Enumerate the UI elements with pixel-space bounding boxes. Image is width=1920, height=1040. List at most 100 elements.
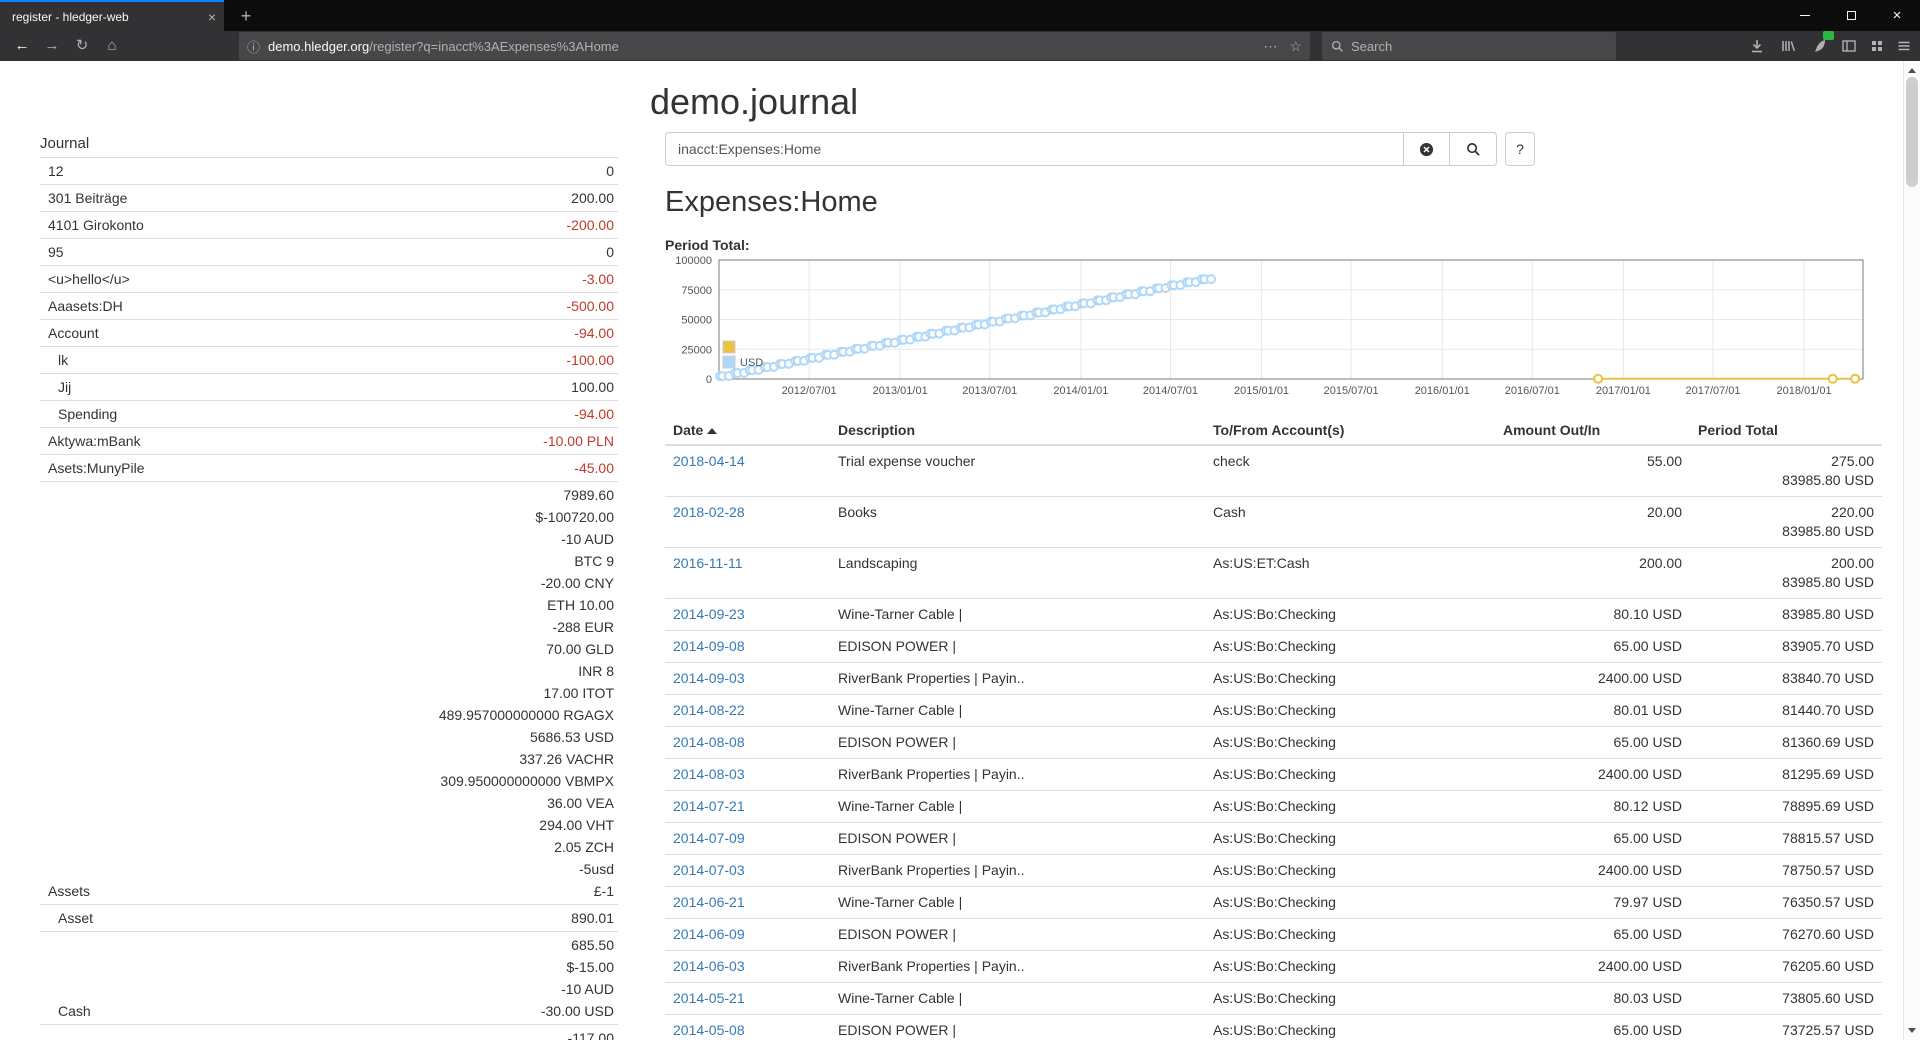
account-name[interactable]: 95 xyxy=(48,244,64,260)
register-row[interactable]: 2016-11-11 Landscaping As:US:ET:Cash 200… xyxy=(665,547,1882,599)
column-header-account[interactable]: To/From Account(s) xyxy=(1205,416,1495,446)
sidebar-account-row[interactable]: Account -94.00 xyxy=(40,319,618,346)
scroll-down-icon[interactable] xyxy=(1908,1028,1916,1033)
back-button[interactable]: ← xyxy=(9,34,35,58)
query-input[interactable] xyxy=(665,132,1404,166)
register-row[interactable]: 2014-08-22 Wine-Tarner Cable | As:US:Bo:… xyxy=(665,694,1882,727)
register-row[interactable]: 2018-04-14 Trial expense voucher check 5… xyxy=(665,444,1882,497)
library-button[interactable] xyxy=(1776,34,1800,58)
register-row[interactable]: 2014-05-08 EDISON POWER | As:US:Bo:Check… xyxy=(665,1014,1882,1040)
sidebar-account-row[interactable]: <u>hello</u> -3.00 xyxy=(40,265,618,292)
clear-query-button[interactable] xyxy=(1404,132,1450,166)
sidebar-account-row[interactable]: 95 0 xyxy=(40,238,618,265)
bookmark-star-icon[interactable]: ☆ xyxy=(1289,37,1302,54)
help-button[interactable]: ? xyxy=(1505,132,1535,166)
site-info-icon[interactable]: ⓘ xyxy=(247,39,261,55)
submit-search-button[interactable] xyxy=(1450,132,1497,166)
close-button[interactable]: × xyxy=(1874,0,1920,31)
account-name[interactable]: Asset xyxy=(58,910,94,926)
sidebar-account-row[interactable]: Asset 890.01 xyxy=(40,904,618,931)
sidebar-account-row[interactable]: 12 0 xyxy=(40,157,618,184)
browser-tab[interactable]: register - hledger-web × xyxy=(0,0,224,31)
account-name[interactable]: 12 xyxy=(48,163,64,179)
account-name[interactable]: Jij xyxy=(58,379,72,395)
register-row[interactable]: 2014-09-23 Wine-Tarner Cable | As:US:Bo:… xyxy=(665,598,1882,631)
sidebar-account-row[interactable]: -117.00 xyxy=(40,1024,618,1040)
account-name[interactable]: <u>hello</u> xyxy=(48,271,130,287)
register-date-link[interactable]: 2018-04-14 xyxy=(673,453,745,469)
register-date-link[interactable]: 2014-08-22 xyxy=(673,702,745,718)
home-button[interactable]: ⌂ xyxy=(99,34,125,58)
maximize-button[interactable] xyxy=(1828,0,1874,31)
sidebar-account-row[interactable]: Aaasets:DH -500.00 xyxy=(40,292,618,319)
scroll-up-icon[interactable] xyxy=(1908,68,1916,73)
register-row[interactable]: 2014-07-21 Wine-Tarner Cable | As:US:Bo:… xyxy=(665,790,1882,823)
register-row[interactable]: 2018-02-28 Books Cash 20.00 220.00 83985.… xyxy=(665,496,1882,548)
register-row[interactable]: 2014-06-03 RiverBank Properties | Payin.… xyxy=(665,950,1882,983)
register-date-link[interactable]: 2014-06-21 xyxy=(673,894,745,910)
sidebar-account-row[interactable]: Spending -94.00 xyxy=(40,400,618,427)
url-bar[interactable]: ⓘ demo.hledger.org/register?q=inacct%3AE… xyxy=(239,32,1310,60)
menu-button[interactable] xyxy=(1892,34,1916,58)
grid-button[interactable] xyxy=(1865,34,1889,58)
account-name[interactable]: Assets xyxy=(48,883,91,899)
register-date-link[interactable]: 2018-02-28 xyxy=(673,504,745,520)
account-name[interactable]: Cash xyxy=(58,1003,91,1019)
downloads-button[interactable] xyxy=(1745,34,1769,58)
register-row[interactable]: 2014-06-21 Wine-Tarner Cable | As:US:Bo:… xyxy=(665,886,1882,919)
register-date-link[interactable]: 2014-08-08 xyxy=(673,734,745,750)
register-row[interactable]: 2014-07-03 RiverBank Properties | Payin.… xyxy=(665,854,1882,887)
page-scrollbar[interactable] xyxy=(1903,61,1920,1040)
column-header-total[interactable]: Period Total xyxy=(1690,416,1882,446)
register-row[interactable]: 2014-09-08 EDISON POWER | As:US:Bo:Check… xyxy=(665,630,1882,663)
sidebar-account-row[interactable]: Assets 7989.60 $-100720.00 -10 AUD BTC 9 -20… xyxy=(40,481,618,904)
register-row[interactable]: 2014-07-09 EDISON POWER | As:US:Bo:Check… xyxy=(665,822,1882,855)
extension-button[interactable] xyxy=(1808,31,1834,58)
register-date-link[interactable]: 2014-08-03 xyxy=(673,766,745,782)
column-header-description[interactable]: Description xyxy=(830,416,1205,446)
register-row[interactable]: 2014-09-03 RiverBank Properties | Payin.… xyxy=(665,662,1882,695)
sidebar-account-row[interactable]: Cash 685.50 $-15.00 -10 AUD -30.00 USD xyxy=(40,931,618,1024)
register-row[interactable]: 2014-05-21 Wine-Tarner Cable | As:US:Bo:… xyxy=(665,982,1882,1015)
sidebars-button[interactable] xyxy=(1837,34,1861,58)
account-name[interactable]: 4101 Girokonto xyxy=(48,217,144,233)
minimize-button[interactable] xyxy=(1782,0,1828,31)
sidebar-account-row[interactable]: 4101 Girokonto -200.00 xyxy=(40,211,618,238)
sidebar-account-row[interactable]: Aktywa:mBank -10.00 PLN xyxy=(40,427,618,454)
period-total-chart[interactable]: 0 25000 50000 75000 100000 2012/07/01 2013/01/… xyxy=(665,255,1883,400)
register-date-link[interactable]: 2014-07-09 xyxy=(673,830,745,846)
register-date-link[interactable]: 2014-07-03 xyxy=(673,862,745,878)
account-name[interactable]: Account xyxy=(48,325,99,341)
register-date-link[interactable]: 2014-06-03 xyxy=(673,958,745,974)
register-date-link[interactable]: 2014-06-09 xyxy=(673,926,745,942)
forward-button[interactable]: → xyxy=(39,34,65,58)
sidebar-account-row[interactable]: 301 Beiträge 200.00 xyxy=(40,184,618,211)
register-row[interactable]: 2014-08-03 RiverBank Properties | Payin.… xyxy=(665,758,1882,791)
reload-button[interactable]: ↻ xyxy=(69,34,95,58)
register-row[interactable]: 2014-06-09 EDISON POWER | As:US:Bo:Check… xyxy=(665,918,1882,951)
tab-close-icon[interactable]: × xyxy=(207,8,216,25)
browser-search-field[interactable]: Search xyxy=(1322,32,1616,60)
register-date-link[interactable]: 2014-09-08 xyxy=(673,638,745,654)
account-name[interactable]: lk xyxy=(58,352,69,368)
scrollbar-thumb[interactable] xyxy=(1906,77,1918,187)
register-date-link[interactable]: 2014-09-03 xyxy=(673,670,745,686)
sidebar-account-row[interactable]: Jij 100.00 xyxy=(40,373,618,400)
register-date-link[interactable]: 2014-05-21 xyxy=(673,990,745,1006)
sidebar-account-row[interactable]: lk -100.00 xyxy=(40,346,618,373)
account-name[interactable]: Asets:MunyPile xyxy=(48,460,145,476)
register-date-link[interactable]: 2014-07-21 xyxy=(673,798,745,814)
account-name[interactable]: 301 Beiträge xyxy=(48,190,128,206)
column-header-date[interactable]: Date xyxy=(665,416,830,446)
sidebar-account-row[interactable]: Asets:MunyPile -45.00 xyxy=(40,454,618,481)
account-name[interactable]: Spending xyxy=(58,406,118,422)
register-date-link[interactable]: 2016-11-11 xyxy=(673,555,743,571)
page-actions-icon[interactable]: ⋯ xyxy=(1263,37,1278,54)
url-text[interactable]: demo.hledger.org/register?q=inacct%3AExp… xyxy=(268,39,1255,54)
column-header-amount[interactable]: Amount Out/In xyxy=(1495,416,1690,446)
new-tab-button[interactable]: + xyxy=(240,6,252,26)
account-name[interactable]: Aktywa:mBank xyxy=(48,433,141,449)
sidebar-item-journal[interactable]: Journal xyxy=(40,135,90,152)
account-name[interactable]: Aaasets:DH xyxy=(48,298,123,314)
register-row[interactable]: 2014-08-08 EDISON POWER | As:US:Bo:Check… xyxy=(665,726,1882,759)
